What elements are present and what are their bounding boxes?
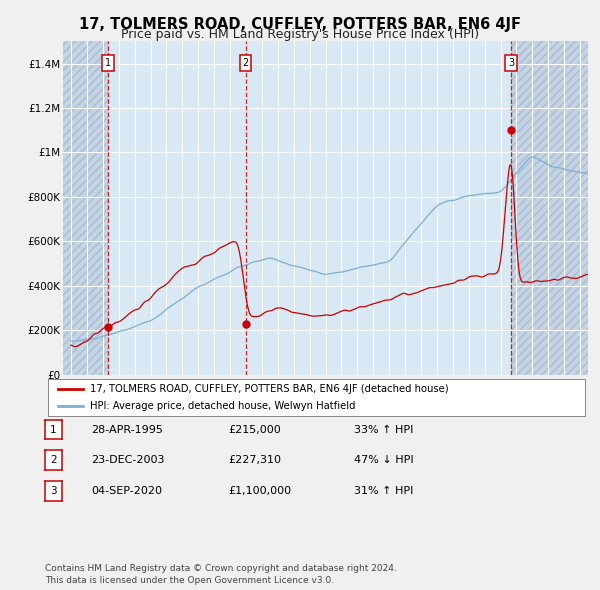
- Text: 3: 3: [508, 58, 514, 68]
- Bar: [63, 41, 108, 375]
- Text: 1: 1: [105, 58, 111, 68]
- Text: 1: 1: [50, 425, 57, 434]
- Text: 3: 3: [50, 486, 57, 496]
- Text: 23-DEC-2003: 23-DEC-2003: [91, 455, 164, 465]
- Text: Contains HM Land Registry data © Crown copyright and database right 2024.
This d: Contains HM Land Registry data © Crown c…: [45, 564, 397, 585]
- Bar: [511, 41, 600, 375]
- Text: 33% ↑ HPI: 33% ↑ HPI: [354, 425, 413, 434]
- Text: HPI: Average price, detached house, Welwyn Hatfield: HPI: Average price, detached house, Welw…: [90, 401, 355, 411]
- Text: 2: 2: [242, 58, 249, 68]
- Text: £215,000: £215,000: [228, 425, 281, 434]
- Text: 04-SEP-2020: 04-SEP-2020: [91, 486, 162, 496]
- Text: 2: 2: [50, 455, 57, 465]
- Text: Price paid vs. HM Land Registry's House Price Index (HPI): Price paid vs. HM Land Registry's House …: [121, 28, 479, 41]
- Text: 28-APR-1995: 28-APR-1995: [91, 425, 163, 434]
- Text: £1,100,000: £1,100,000: [228, 486, 291, 496]
- Text: 17, TOLMERS ROAD, CUFFLEY, POTTERS BAR, EN6 4JF: 17, TOLMERS ROAD, CUFFLEY, POTTERS BAR, …: [79, 17, 521, 31]
- Text: 17, TOLMERS ROAD, CUFFLEY, POTTERS BAR, EN6 4JF (detached house): 17, TOLMERS ROAD, CUFFLEY, POTTERS BAR, …: [90, 384, 449, 394]
- Text: 47% ↓ HPI: 47% ↓ HPI: [354, 455, 413, 465]
- Text: 31% ↑ HPI: 31% ↑ HPI: [354, 486, 413, 496]
- Text: £227,310: £227,310: [228, 455, 281, 465]
